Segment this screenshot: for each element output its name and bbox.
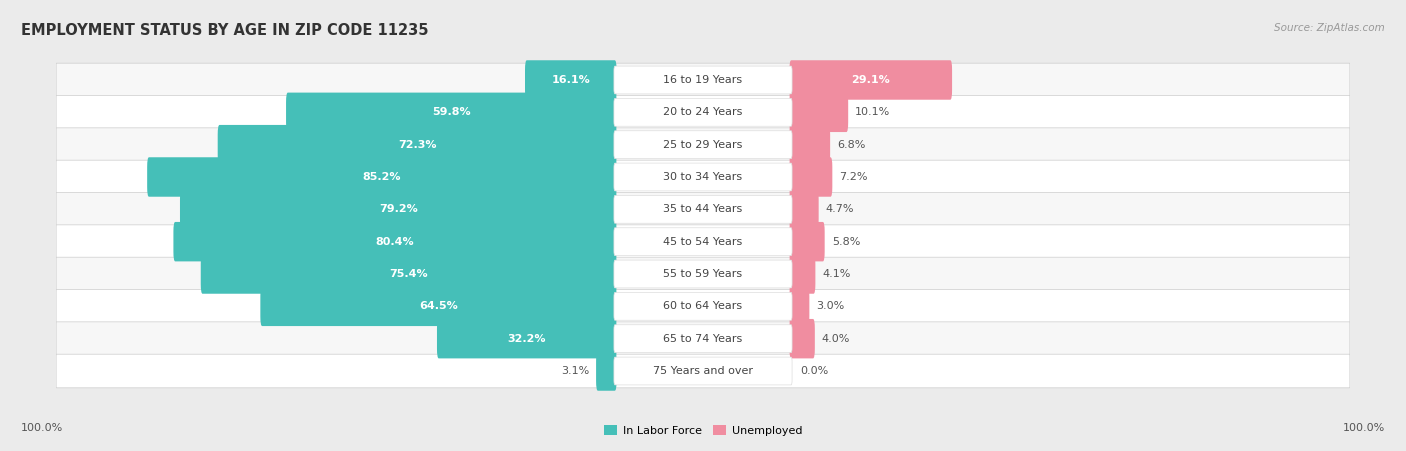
Text: 5.8%: 5.8% — [832, 237, 860, 247]
FancyBboxPatch shape — [56, 63, 1350, 97]
FancyBboxPatch shape — [524, 60, 617, 100]
FancyBboxPatch shape — [437, 319, 617, 359]
Text: 65 to 74 Years: 65 to 74 Years — [664, 334, 742, 344]
FancyBboxPatch shape — [218, 125, 617, 164]
FancyBboxPatch shape — [789, 222, 825, 262]
Text: 80.4%: 80.4% — [375, 237, 415, 247]
Text: 16 to 19 Years: 16 to 19 Years — [664, 75, 742, 85]
FancyBboxPatch shape — [56, 290, 1350, 323]
Text: 4.0%: 4.0% — [823, 334, 851, 344]
Text: 75.4%: 75.4% — [389, 269, 427, 279]
Text: 29.1%: 29.1% — [852, 75, 890, 85]
FancyBboxPatch shape — [614, 163, 792, 191]
FancyBboxPatch shape — [148, 157, 617, 197]
Text: 3.1%: 3.1% — [561, 366, 589, 376]
Legend: In Labor Force, Unemployed: In Labor Force, Unemployed — [603, 425, 803, 436]
FancyBboxPatch shape — [789, 287, 810, 326]
Text: 10.1%: 10.1% — [855, 107, 890, 117]
FancyBboxPatch shape — [56, 193, 1350, 226]
FancyBboxPatch shape — [614, 357, 792, 385]
FancyBboxPatch shape — [614, 131, 792, 159]
FancyBboxPatch shape — [201, 254, 617, 294]
Text: Source: ZipAtlas.com: Source: ZipAtlas.com — [1274, 23, 1385, 32]
Text: 64.5%: 64.5% — [419, 301, 458, 311]
Text: 4.7%: 4.7% — [825, 204, 855, 214]
Text: 59.8%: 59.8% — [432, 107, 471, 117]
FancyBboxPatch shape — [614, 292, 792, 320]
FancyBboxPatch shape — [56, 354, 1350, 388]
Text: 55 to 59 Years: 55 to 59 Years — [664, 269, 742, 279]
Text: 100.0%: 100.0% — [21, 423, 63, 433]
FancyBboxPatch shape — [56, 322, 1350, 355]
FancyBboxPatch shape — [180, 189, 617, 229]
FancyBboxPatch shape — [56, 160, 1350, 194]
Text: 100.0%: 100.0% — [1343, 423, 1385, 433]
FancyBboxPatch shape — [173, 222, 617, 262]
FancyBboxPatch shape — [596, 351, 617, 391]
Text: 6.8%: 6.8% — [837, 140, 866, 150]
Text: 20 to 24 Years: 20 to 24 Years — [664, 107, 742, 117]
FancyBboxPatch shape — [614, 260, 792, 288]
Text: 7.2%: 7.2% — [839, 172, 868, 182]
Text: 75 Years and over: 75 Years and over — [652, 366, 754, 376]
FancyBboxPatch shape — [56, 96, 1350, 129]
FancyBboxPatch shape — [614, 195, 792, 223]
FancyBboxPatch shape — [614, 98, 792, 126]
Text: 85.2%: 85.2% — [363, 172, 401, 182]
FancyBboxPatch shape — [614, 66, 792, 94]
FancyBboxPatch shape — [789, 254, 815, 294]
FancyBboxPatch shape — [789, 157, 832, 197]
FancyBboxPatch shape — [789, 319, 815, 359]
FancyBboxPatch shape — [614, 228, 792, 256]
Text: 79.2%: 79.2% — [378, 204, 418, 214]
FancyBboxPatch shape — [614, 325, 792, 353]
Text: EMPLOYMENT STATUS BY AGE IN ZIP CODE 11235: EMPLOYMENT STATUS BY AGE IN ZIP CODE 112… — [21, 23, 429, 37]
Text: 3.0%: 3.0% — [817, 301, 845, 311]
Text: 32.2%: 32.2% — [508, 334, 546, 344]
Text: 16.1%: 16.1% — [551, 75, 591, 85]
Text: 60 to 64 Years: 60 to 64 Years — [664, 301, 742, 311]
FancyBboxPatch shape — [285, 92, 617, 132]
FancyBboxPatch shape — [56, 257, 1350, 291]
FancyBboxPatch shape — [56, 225, 1350, 258]
Text: 30 to 34 Years: 30 to 34 Years — [664, 172, 742, 182]
FancyBboxPatch shape — [260, 287, 617, 326]
Text: 4.1%: 4.1% — [823, 269, 851, 279]
FancyBboxPatch shape — [56, 128, 1350, 161]
Text: 72.3%: 72.3% — [398, 140, 436, 150]
FancyBboxPatch shape — [789, 60, 952, 100]
Text: 45 to 54 Years: 45 to 54 Years — [664, 237, 742, 247]
Text: 35 to 44 Years: 35 to 44 Years — [664, 204, 742, 214]
Text: 0.0%: 0.0% — [800, 366, 828, 376]
FancyBboxPatch shape — [789, 189, 818, 229]
Text: 25 to 29 Years: 25 to 29 Years — [664, 140, 742, 150]
FancyBboxPatch shape — [789, 125, 830, 164]
FancyBboxPatch shape — [789, 92, 848, 132]
